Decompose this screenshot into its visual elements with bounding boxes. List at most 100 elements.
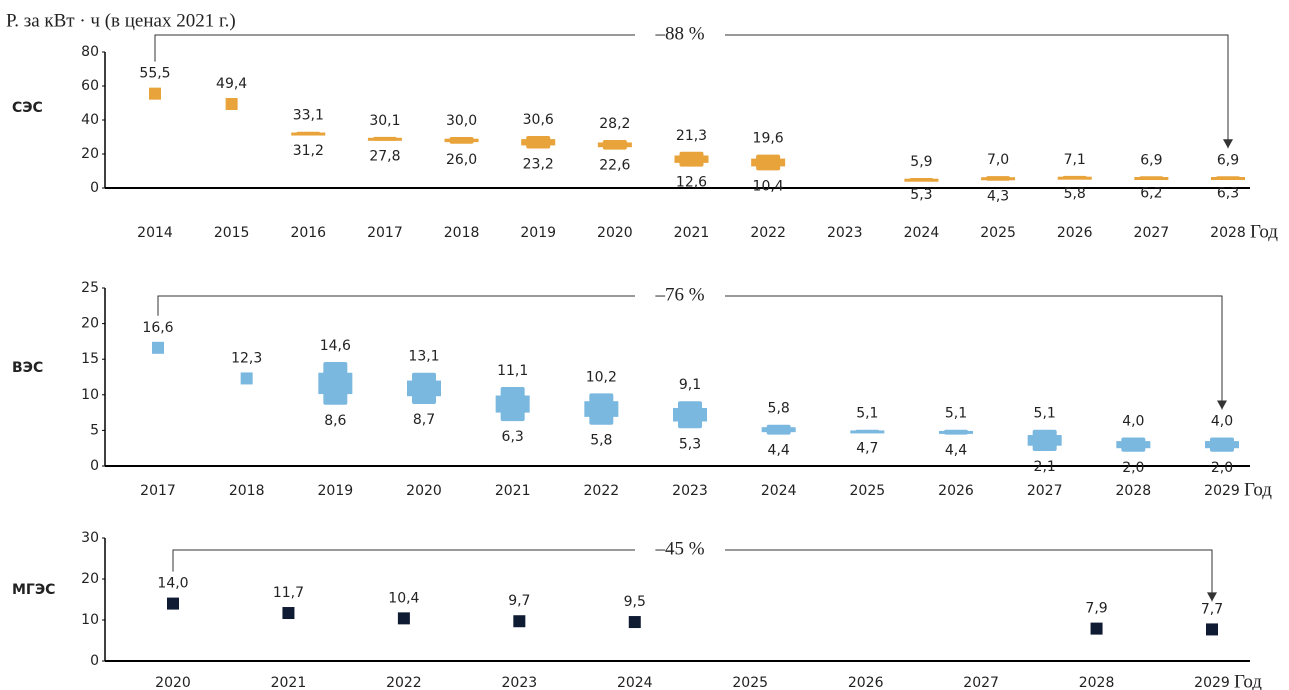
panel-title: МГЭС <box>12 582 55 598</box>
x-tick-label: 2014 <box>137 225 173 241</box>
x-tick-label: 2028 <box>1210 225 1246 241</box>
value-label: 26,0 <box>446 152 477 168</box>
range-marker-waist <box>981 177 1016 181</box>
y-tick-label: 80 <box>81 44 99 60</box>
x-tick-label: 2021 <box>674 225 710 241</box>
value-label: 31,2 <box>293 143 324 159</box>
value-label: 10,4 <box>753 178 784 194</box>
value-label: 4,4 <box>768 443 790 459</box>
annotation: –76 % <box>654 284 704 305</box>
annotation: –45 % <box>654 538 704 559</box>
value-label: 9,5 <box>624 594 646 610</box>
value-label: 4,0 <box>1122 414 1144 430</box>
y-tick-label: 20 <box>81 316 99 332</box>
value-label: 14,0 <box>157 576 188 592</box>
range-marker-waist <box>1134 177 1169 181</box>
point-marker <box>628 616 641 629</box>
value-label: 4,7 <box>856 441 878 457</box>
range-marker-waist <box>904 178 939 182</box>
value-label: 12,3 <box>231 350 262 366</box>
point-marker <box>1090 622 1103 635</box>
range-marker-waist <box>761 427 796 433</box>
x-tick-label: 2027 <box>963 675 999 690</box>
x-tick-label: 2020 <box>155 675 191 690</box>
value-label: 5,1 <box>856 406 878 422</box>
y-tick-label: 30 <box>81 530 99 546</box>
point-marker <box>240 372 253 385</box>
range-marker-waist <box>584 401 619 417</box>
value-label: 4,0 <box>1211 414 1233 430</box>
value-label: 55,5 <box>139 66 170 82</box>
x-tick-label: 2024 <box>617 675 653 690</box>
x-tick-label: 2028 <box>1116 483 1152 499</box>
value-label: 5,3 <box>679 436 701 452</box>
x-tick-label: 2027 <box>1134 225 1170 241</box>
range-marker-waist <box>1057 176 1092 180</box>
annotation: –88 % <box>654 23 704 44</box>
value-label: 8,6 <box>324 413 346 429</box>
x-tick-label: 2017 <box>367 225 403 241</box>
value-label: 6,3 <box>502 429 524 445</box>
y-tick-label: 20 <box>81 146 99 162</box>
x-tick-label: 2020 <box>597 225 633 241</box>
value-label: 4,4 <box>945 443 967 459</box>
value-label: 16,6 <box>142 320 173 336</box>
annotation-line <box>172 549 1213 602</box>
point-marker <box>225 98 238 111</box>
value-label: 7,7 <box>1201 601 1223 617</box>
value-label: 8,7 <box>413 412 435 428</box>
x-tick-label: 2016 <box>290 225 326 241</box>
x-tick-label: 2025 <box>850 483 886 499</box>
x-tick-label: 2018 <box>229 483 265 499</box>
value-label: 5,8 <box>768 401 790 417</box>
range-marker-waist <box>850 430 885 434</box>
x-tick-label: 2022 <box>584 483 620 499</box>
range-marker-waist <box>674 155 709 163</box>
value-label: 7,9 <box>1085 601 1107 617</box>
value-label: 30,0 <box>446 113 477 129</box>
range-marker-waist <box>407 380 441 397</box>
range-marker-waist <box>939 430 973 434</box>
x-tick-label: 2027 <box>1027 483 1063 499</box>
x-tick-label: 2026 <box>1057 225 1093 241</box>
value-label: 6,3 <box>1217 185 1239 201</box>
value-label: 14,6 <box>320 338 351 354</box>
x-tick-label: 2028 <box>1079 675 1115 690</box>
y-axis-label: Р. за кВт · ч (в ценах 2021 г.) <box>6 10 236 31</box>
y-tick-label: 0 <box>90 653 99 669</box>
x-tick-label: 2026 <box>938 483 974 499</box>
point-marker <box>513 615 526 628</box>
x-axis-label: Год <box>1234 671 1262 690</box>
value-label: 11,7 <box>273 585 304 601</box>
value-label: 5,1 <box>1034 406 1056 422</box>
value-label: 5,1 <box>945 406 967 422</box>
y-tick-label: 25 <box>81 280 99 296</box>
value-label: 2,0 <box>1122 460 1144 476</box>
annotation-line <box>157 295 1223 410</box>
point-marker <box>167 597 179 610</box>
value-label: 7,0 <box>987 152 1009 168</box>
range-marker-waist <box>291 132 326 136</box>
range-marker-waist <box>597 142 632 148</box>
x-tick-label: 2015 <box>214 225 250 241</box>
panel-title: СЭС <box>12 100 43 116</box>
value-label: 13,1 <box>408 349 439 365</box>
value-label: 2,1 <box>1034 459 1056 475</box>
x-tick-label: 2024 <box>761 483 797 499</box>
value-label: 49,4 <box>216 76 247 92</box>
value-label: 30,1 <box>369 113 400 129</box>
value-label: 6,9 <box>1217 152 1239 168</box>
point-marker <box>149 87 161 100</box>
value-label: 11,1 <box>497 363 528 379</box>
value-label: 27,8 <box>369 149 400 165</box>
annotation-arrow <box>1207 592 1217 602</box>
y-tick-label: 20 <box>81 571 99 587</box>
x-tick-label: 2025 <box>732 675 768 690</box>
x-tick-label: 2021 <box>495 483 531 499</box>
y-tick-label: 5 <box>90 422 99 438</box>
y-tick-label: 10 <box>81 612 99 628</box>
range-marker-waist <box>367 137 402 141</box>
y-tick-label: 0 <box>90 458 99 474</box>
value-label: 23,2 <box>523 157 554 173</box>
